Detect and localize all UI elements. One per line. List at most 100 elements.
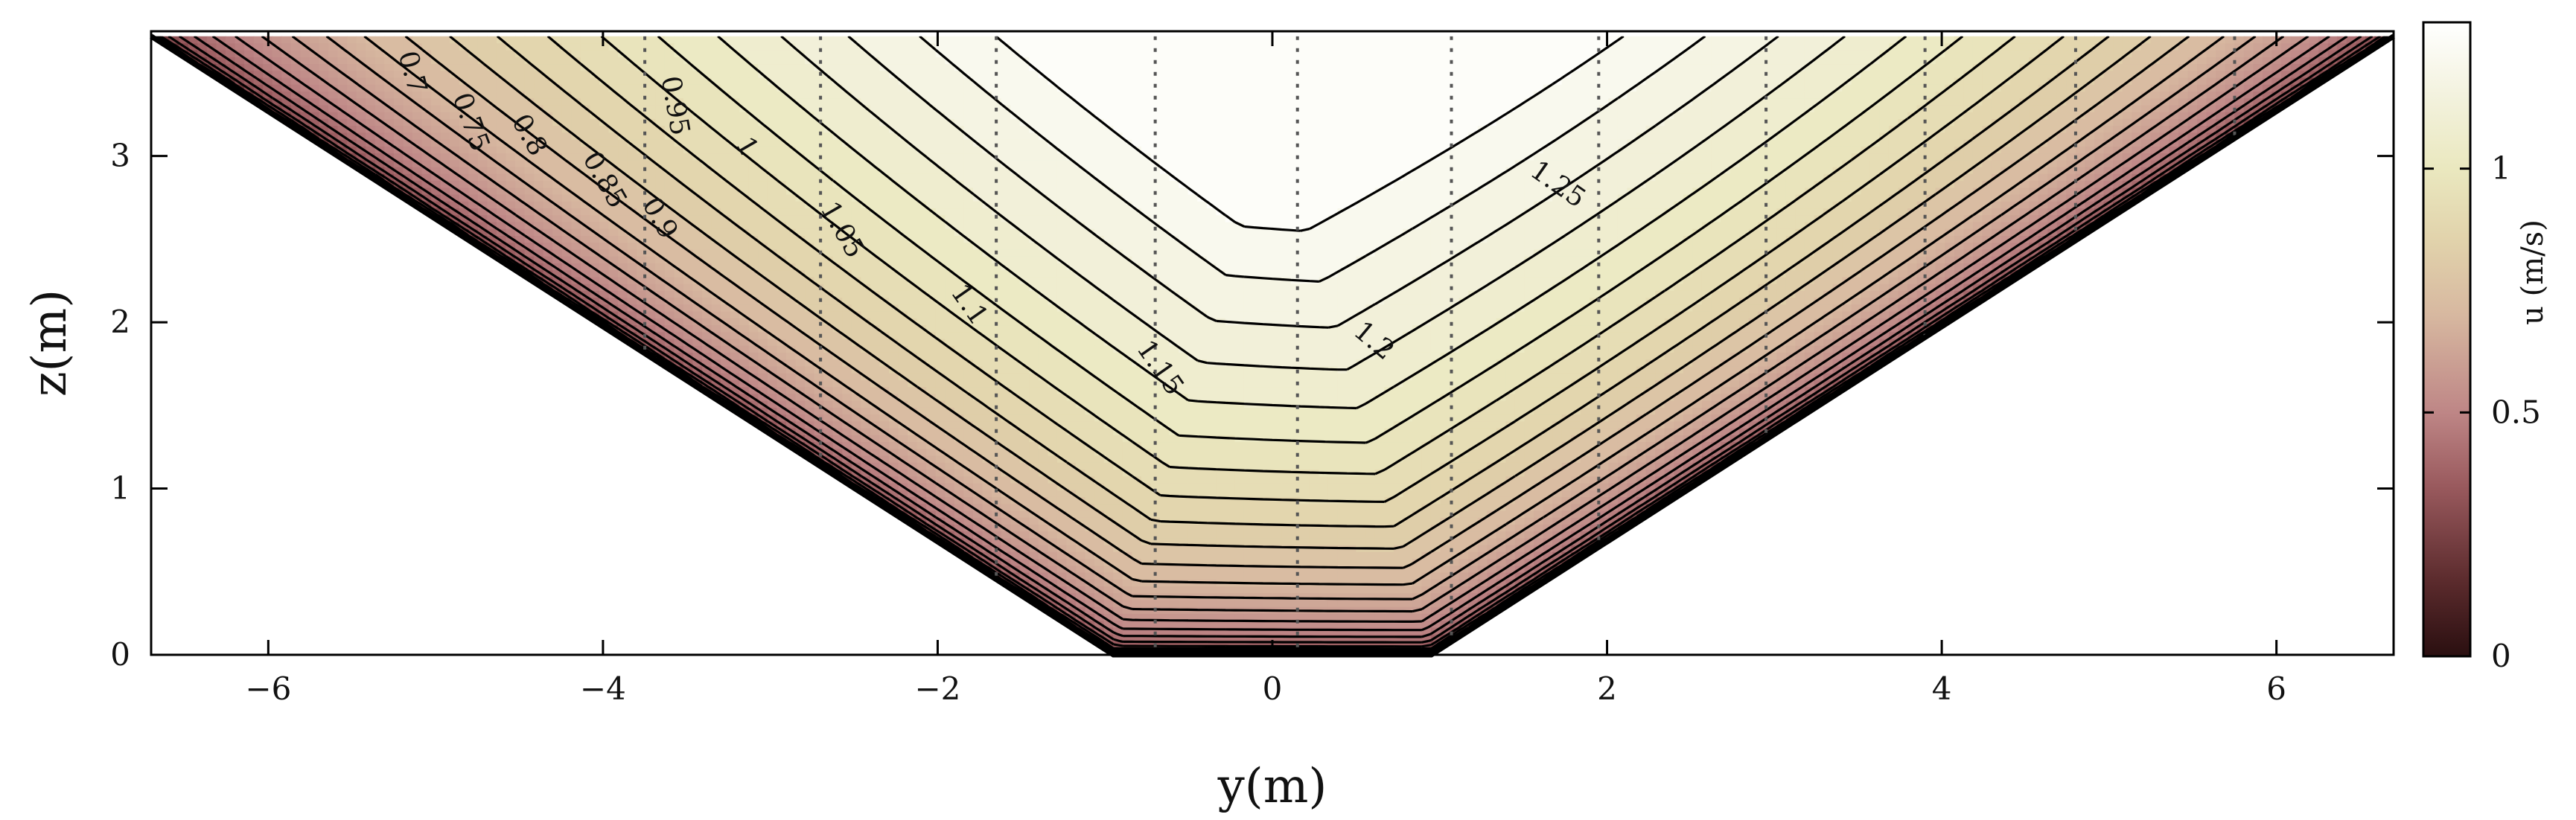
fill-cell [1263, 592, 1273, 600]
fill-cell [1225, 414, 1236, 422]
fill-cell [1374, 365, 1385, 374]
fill-cell [1066, 324, 1077, 333]
fill-cell [1300, 531, 1310, 539]
fill-cell [1440, 586, 1450, 594]
fill-cell [1094, 606, 1105, 614]
fill-cell [1187, 448, 1198, 456]
fill-cell [1103, 393, 1115, 401]
fill-cell [1253, 455, 1263, 463]
fill-cell [1421, 510, 1432, 518]
fill-cell [1132, 571, 1142, 580]
fill-cell [1337, 558, 1348, 566]
fill-cell [1477, 393, 1488, 401]
fill-cell [1374, 503, 1385, 511]
fill-cell [1206, 455, 1217, 463]
fill-cell [1674, 372, 1684, 380]
fill-cell [692, 290, 703, 298]
fill-cell [1038, 318, 1049, 326]
fill-cell [1290, 386, 1301, 394]
fill-cell [1393, 571, 1404, 580]
fill-cell [832, 310, 844, 318]
fill-cell [1683, 427, 1694, 435]
fill-cell [1337, 461, 1348, 470]
fill-cell [721, 345, 731, 353]
fill-cell [1113, 414, 1123, 422]
fill-cell [1543, 455, 1553, 463]
fill-cell [1048, 469, 1058, 477]
fill-cell [1617, 338, 1628, 346]
fill-cell [1048, 544, 1058, 552]
fill-cell [1487, 379, 1497, 388]
fill-cell [1234, 641, 1245, 649]
fill-cell [1590, 372, 1600, 380]
fill-cell [1748, 331, 1759, 339]
fill-cell [1505, 407, 1516, 415]
fill-cell [1711, 393, 1721, 401]
fill-cell [916, 427, 928, 435]
fill-cell [1393, 304, 1404, 312]
fill-cell [1580, 379, 1591, 388]
fill-cell [1496, 407, 1507, 415]
fill-cell [1440, 633, 1450, 641]
fill-cell [1225, 641, 1236, 649]
fill-cell [1085, 318, 1095, 326]
fill-cell [1384, 441, 1394, 449]
fill-cell [1477, 338, 1488, 346]
fill-cell [1403, 544, 1413, 552]
fill-cell [1094, 352, 1105, 360]
fill-cell [1272, 386, 1282, 394]
fill-cell [1440, 565, 1450, 573]
fill-cell [1048, 503, 1058, 511]
fill-cell [1384, 571, 1394, 580]
fill-cell [1534, 352, 1544, 360]
fill-cell [1514, 489, 1525, 497]
fill-cell [1384, 435, 1394, 443]
fill-cell [1029, 379, 1039, 388]
fill-cell [1103, 524, 1115, 532]
fill-cell [889, 496, 899, 505]
fill-cell [1505, 338, 1516, 346]
fill-cell [1066, 379, 1077, 388]
fill-cell [1365, 586, 1376, 594]
fill-cell [1300, 551, 1310, 560]
fill-cell [1179, 400, 1189, 408]
fill-cell [1477, 586, 1488, 594]
fill-cell [1477, 565, 1488, 573]
fill-cell [1216, 613, 1226, 621]
fill-cell [1300, 558, 1310, 566]
fill-cell [1113, 324, 1123, 333]
fill-cell [1056, 571, 1068, 580]
fill-cell [1085, 420, 1095, 429]
fill-cell [1056, 331, 1068, 339]
fill-cell [1627, 331, 1637, 339]
fill-cell [1225, 455, 1236, 463]
fill-cell [1580, 324, 1591, 333]
fill-cell [1187, 613, 1198, 621]
fill-cell [1543, 475, 1553, 484]
fill-cell [1094, 496, 1105, 505]
fill-cell [1169, 318, 1179, 326]
fill-cell [1122, 475, 1133, 484]
fill-cell [1029, 359, 1039, 367]
fill-cell [1169, 407, 1179, 415]
fill-cell [935, 352, 946, 360]
fill-cell [1197, 531, 1208, 539]
fill-cell [1421, 338, 1432, 346]
fill-cell [1010, 400, 1021, 408]
fill-cell [1056, 338, 1068, 346]
fill-cell [777, 331, 787, 339]
fill-cell [1319, 510, 1329, 518]
fill-cell [1243, 565, 1254, 573]
fill-cell [1421, 613, 1432, 621]
fill-cell [1403, 571, 1413, 580]
fill-cell [1216, 620, 1226, 628]
fill-cell [1179, 338, 1189, 346]
fill-cell [1309, 489, 1320, 497]
fill-cell [1309, 558, 1320, 566]
fill-cell [1179, 318, 1189, 326]
fill-cell [1290, 448, 1301, 456]
fill-cell [832, 304, 844, 312]
fill-cell [1281, 592, 1292, 600]
fill-cell [1281, 318, 1292, 326]
fill-cell [1477, 420, 1488, 429]
